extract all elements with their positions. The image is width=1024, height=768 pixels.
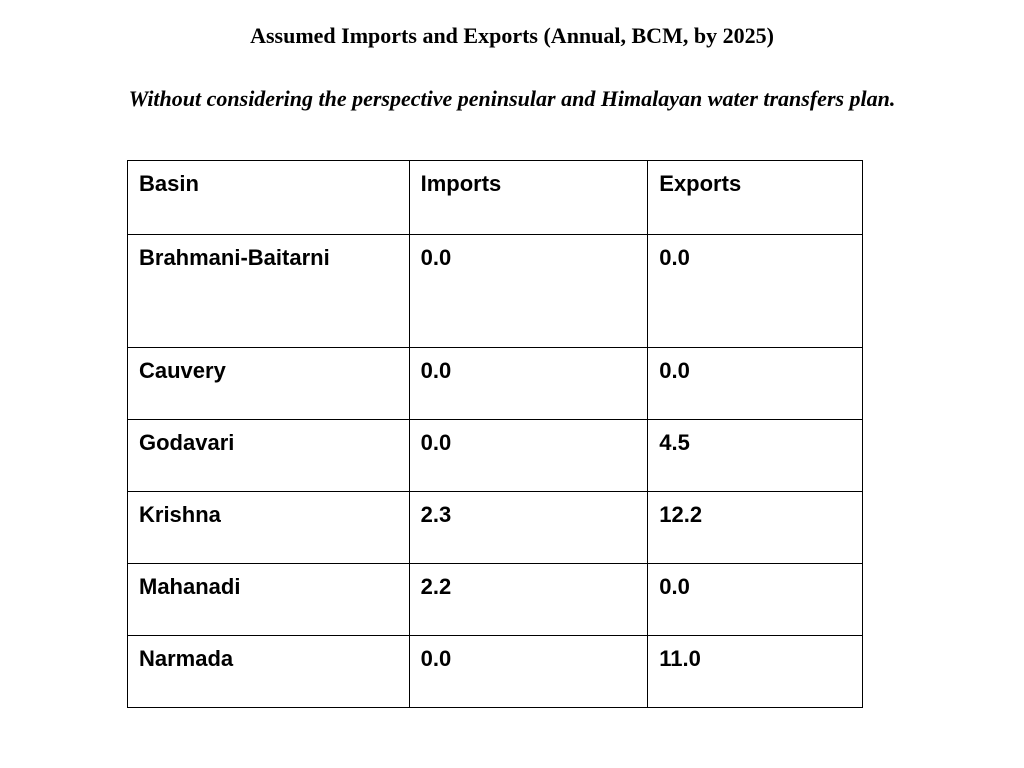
table-row: Mahanadi 2.2 0.0 — [127, 563, 863, 636]
header-basin: Basin — [127, 160, 410, 235]
table-row: Godavari 0.0 4.5 — [127, 419, 863, 492]
basin-cell: Mahanadi — [127, 563, 410, 636]
exports-cell: 0.0 — [647, 563, 863, 636]
exports-cell: 0.0 — [647, 234, 863, 348]
exports-cell: 11.0 — [647, 635, 863, 708]
page-title: Assumed Imports and Exports (Annual, BCM… — [250, 23, 774, 48]
header-exports: Exports — [647, 160, 863, 235]
page-subtitle: Without considering the perspective peni… — [128, 86, 896, 111]
imports-exports-table: Basin Imports Exports Brahmani-Baitarni … — [127, 160, 863, 708]
exports-cell: 12.2 — [647, 491, 863, 564]
imports-cell: 2.2 — [408, 563, 649, 636]
table-row: Cauvery 0.0 0.0 — [127, 347, 863, 420]
exports-cell: 0.0 — [647, 347, 863, 420]
imports-cell: 0.0 — [408, 234, 649, 348]
table-header-row: Basin Imports Exports — [127, 160, 863, 235]
header-imports: Imports — [408, 160, 649, 235]
basin-cell: Cauvery — [127, 347, 410, 420]
table-row: Brahmani-Baitarni 0.0 0.0 — [127, 234, 863, 348]
imports-cell: 0.0 — [408, 347, 649, 420]
basin-cell: Godavari — [127, 419, 410, 492]
basin-cell: Narmada — [127, 635, 410, 708]
table-row: Krishna 2.3 12.2 — [127, 491, 863, 564]
basin-cell: Krishna — [127, 491, 410, 564]
imports-cell: 2.3 — [408, 491, 649, 564]
exports-cell: 4.5 — [647, 419, 863, 492]
basin-cell: Brahmani-Baitarni — [127, 234, 410, 348]
imports-cell: 0.0 — [408, 419, 649, 492]
table-row: Narmada 0.0 11.0 — [127, 635, 863, 708]
imports-cell: 0.0 — [408, 635, 649, 708]
